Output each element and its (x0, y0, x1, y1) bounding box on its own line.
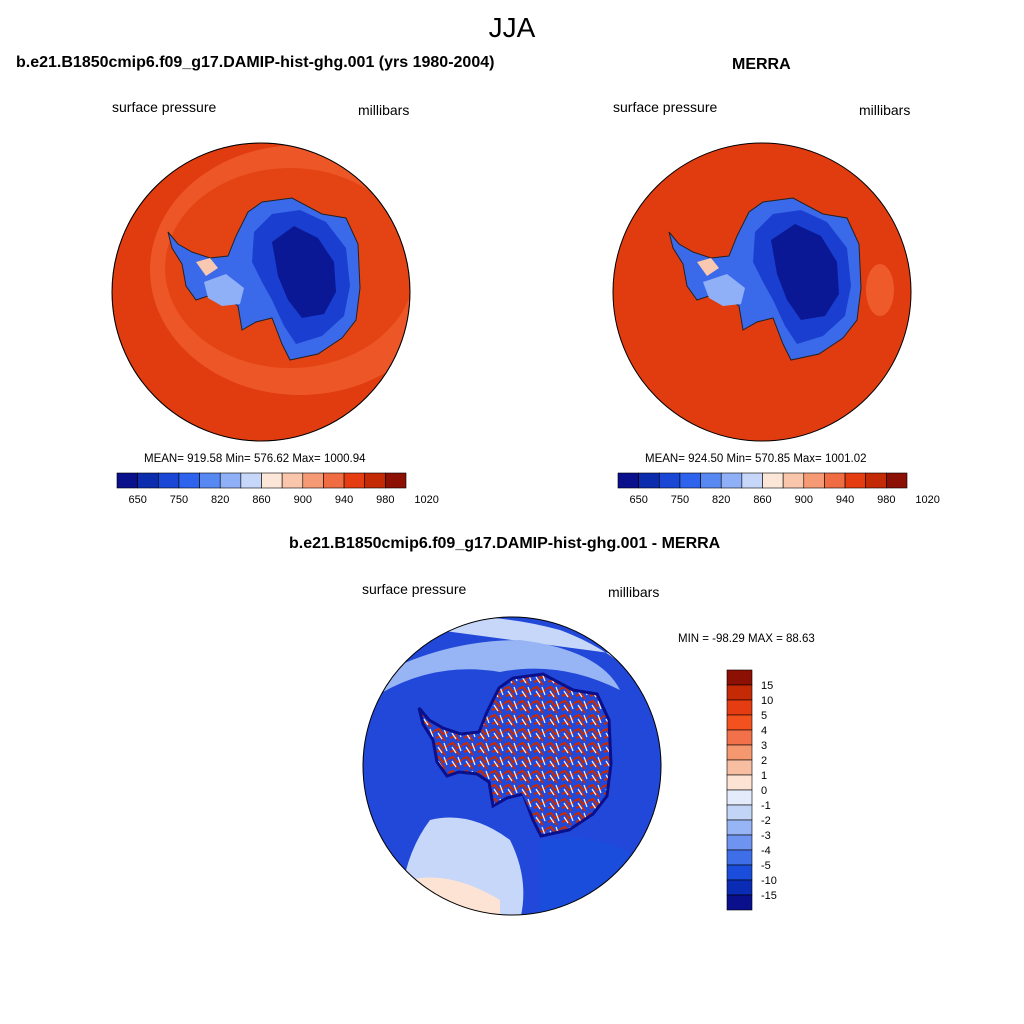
panel2-colorbar-box (741, 472, 763, 489)
panel2-colorbar-box (865, 472, 887, 489)
panel1-colorbar-box (137, 472, 159, 489)
panel1-colorbar-tick-label: 1020 (414, 494, 438, 506)
panel1-colorbar-box (157, 472, 180, 489)
panel1-colorbar-tick-label: 940 (335, 494, 353, 506)
panel2-colorbar-tick-label: 860 (753, 494, 771, 506)
panel3-colorbar-box (726, 669, 753, 686)
panel3-colorbar-tick-label: -4 (761, 845, 771, 857)
panel1-colorbar-tick-label: 860 (252, 494, 270, 506)
panel3-colorbar-box (726, 894, 753, 911)
panel1-colorbar-box (219, 472, 242, 489)
panel2-colorbar-tick-label: 1020 (915, 494, 939, 506)
panel2-colorbar-tick-label: 820 (712, 494, 730, 506)
panel3-colorbar-tick-label: 0 (761, 785, 767, 797)
panel3-colorbar-tick-label: 3 (761, 740, 767, 752)
panel2-colorbar-box (617, 472, 639, 489)
panel3-colorbar-box (726, 819, 753, 836)
panel3-colorbar-box (726, 729, 753, 746)
panel1-map (112, 143, 410, 441)
panel3-stats: MIN = -98.29 MAX = 88.63 (678, 633, 815, 645)
panel2-colorbar-tick-label: 750 (671, 494, 689, 506)
panel3-colorbar-box (726, 774, 753, 791)
panel1-colorbar-tick-label: 750 (170, 494, 188, 506)
panel2-stats: MEAN= 924.50 Min= 570.85 Max= 1001.02 (645, 453, 867, 465)
panel1-variable-label: surface pressure (112, 99, 217, 115)
panel3-colorbar-tick-label: -15 (761, 890, 777, 902)
panel2-colorbar-tick-label: 980 (877, 494, 895, 506)
panel2-colorbar-box (679, 472, 701, 489)
panel3-map (363, 617, 661, 915)
panel1-colorbar-box (178, 472, 200, 489)
panel1-title: b.e21.B1850cmip6.f09_g17.DAMIP-hist-ghg.… (16, 54, 495, 71)
panel1-units-label: millibars (358, 102, 410, 118)
panel1-colorbar-tick-label: 820 (211, 494, 229, 506)
panel1-colorbar-box (240, 472, 262, 489)
panel1-colorbar-box (261, 472, 283, 489)
panel1-colorbar-box (385, 472, 407, 489)
panel3-colorbar-box (726, 879, 753, 896)
panel1-colorbar-box (302, 472, 324, 489)
panel3-colorbar-tick-label: 2 (761, 755, 767, 767)
panel3-colorbar-box (726, 834, 753, 851)
panel1-colorbar: 650 750 820 860 900 940 980 1020 (116, 472, 439, 506)
panel3-colorbar-box (726, 804, 753, 821)
panel1-colorbar-box (343, 472, 366, 489)
panel3-colorbar-tick-label: 4 (761, 725, 767, 737)
panel2-colorbar-box (886, 472, 908, 489)
panel3-colorbar-tick-label: -10 (761, 875, 777, 887)
panel2-colorbar-tick-label: 940 (836, 494, 854, 506)
panel1-colorbar-box (323, 472, 345, 489)
panel3-title: b.e21.B1850cmip6.f09_g17.DAMIP-hist-ghg.… (289, 535, 721, 552)
panel3-colorbar-tick-label: 10 (761, 695, 773, 707)
panel3-colorbar-box (726, 864, 753, 881)
panel3-colorbar-tick-label: -1 (761, 800, 771, 812)
panel2-map (613, 143, 911, 441)
panel3-colorbar-tick-label: -2 (761, 815, 771, 827)
panel3-colorbar-tick-label: 15 (761, 680, 773, 692)
panel3-colorbar-box (726, 789, 753, 806)
panel2-colorbar-tick-label: 900 (795, 494, 813, 506)
panel3-colorbar-box (726, 759, 753, 776)
panel1-colorbar-box (364, 472, 386, 489)
panel3-colorbar-tick-label: -5 (761, 860, 771, 872)
panel3-colorbar-box (726, 699, 753, 716)
panel3-colorbar-tick-label: -3 (761, 830, 771, 842)
panel1-stats: MEAN= 919.58 Min= 576.62 Max= 1000.94 (144, 453, 366, 465)
panel2-variable-label: surface pressure (613, 99, 718, 115)
panel3-colorbar-tick-label: 1 (761, 770, 767, 782)
panel2-colorbar-box (803, 472, 825, 489)
panel2-units-label: millibars (859, 102, 911, 118)
panel2-colorbar-box (700, 472, 722, 489)
panel3-colorbar-box (726, 744, 753, 761)
panel2-colorbar-box (638, 472, 660, 489)
panel3-colorbar-box (726, 684, 753, 701)
panel1-colorbar-box (199, 472, 221, 489)
panel1-colorbar-tick-label: 650 (128, 494, 146, 506)
panel3-colorbar-tick-label: 5 (761, 710, 767, 722)
panel1-colorbar-tick-label: 980 (376, 494, 394, 506)
panel2-colorbar-box (782, 472, 805, 489)
panel2-colorbar-box (844, 472, 867, 489)
panel3-variable-label: surface pressure (362, 581, 467, 597)
panel3-units-label: millibars (608, 584, 660, 600)
panel2-colorbar-box (720, 472, 743, 489)
panel2-colorbar-tick-label: 650 (629, 494, 647, 506)
panel1-colorbar-tick-label: 900 (294, 494, 312, 506)
figure-title: JJA (488, 12, 536, 43)
panel2-colorbar-box (658, 472, 681, 489)
panel3-colorbar-box (726, 714, 753, 731)
panel3-colorbar-box (726, 849, 753, 866)
panel2-title: MERRA (732, 56, 791, 73)
panel1-colorbar-box (281, 472, 304, 489)
panel2-colorbar: 650 750 820 860 900 940 980 1020 (617, 472, 940, 506)
panel2-colorbar-box (762, 472, 784, 489)
panel2-colorbar-box (824, 472, 846, 489)
panel1-colorbar-box (116, 472, 138, 489)
